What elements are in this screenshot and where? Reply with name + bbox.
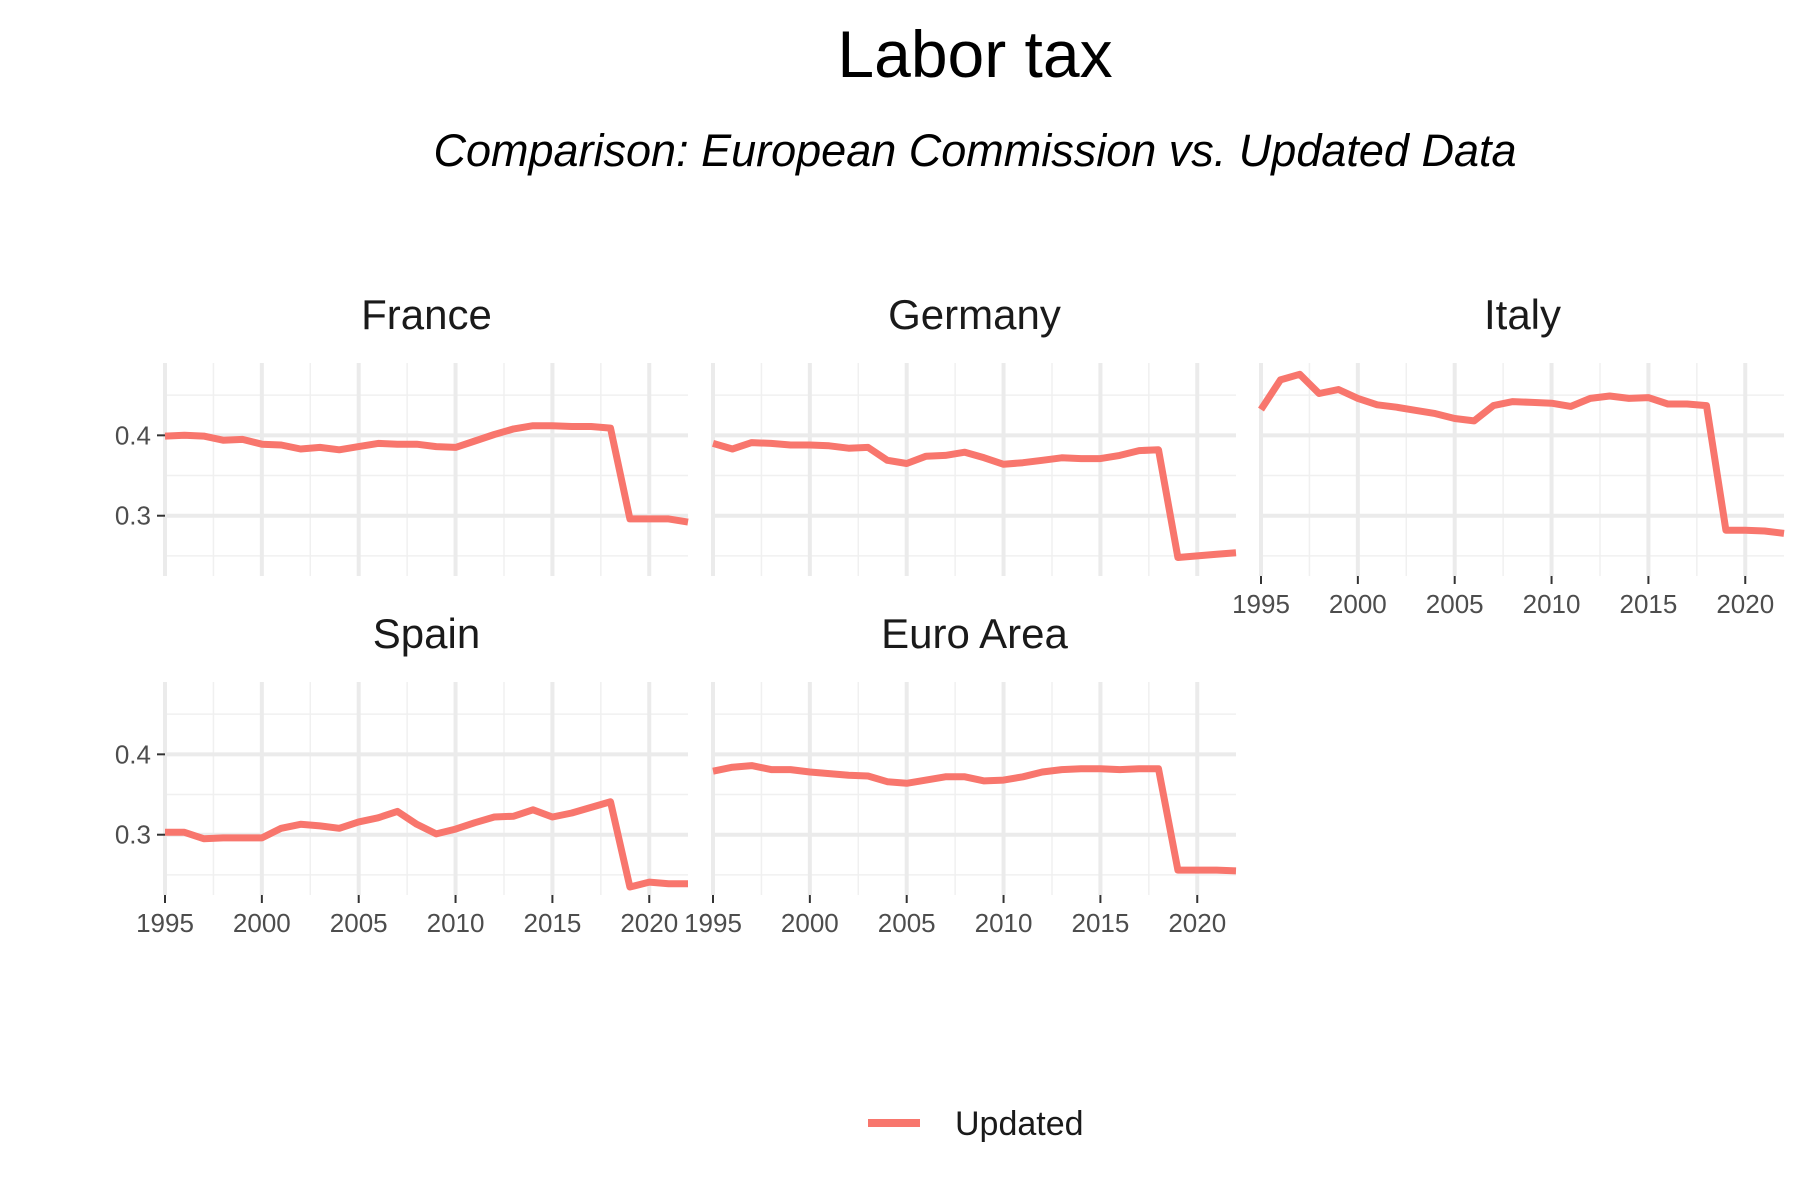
- x-tick-label: 2020: [1168, 908, 1226, 938]
- panel-title-spain: Spain: [373, 610, 480, 657]
- x-tick-label: 2010: [427, 908, 485, 938]
- panel-france: France 0.3 0.4: [115, 291, 689, 576]
- x-tick-label: 2010: [975, 908, 1033, 938]
- x-tick-label: 2020: [620, 908, 678, 938]
- x-tick-label: 2005: [878, 908, 936, 938]
- x-tick-label: 1995: [684, 908, 742, 938]
- panel-italy: Italy 1995 2000 2005 2010 2015 2020: [1232, 291, 1785, 619]
- series-line-euro-area: [712, 762, 1237, 875]
- series-line-france: [164, 422, 689, 526]
- panel-euro-area: Euro Area 1995 2000 2005 2010 2015 2020: [684, 610, 1237, 938]
- y-tick-label: 0.4: [115, 420, 151, 450]
- x-tick-label: 2015: [1619, 589, 1677, 619]
- y-tick-label: 0.3: [115, 501, 151, 531]
- series-line-germany: [712, 439, 1237, 561]
- facet-panels: France 0.3 0.4 Germany Italy 1995 2000 2005 2010…: [115, 291, 1785, 938]
- x-tick-label: 2005: [330, 908, 388, 938]
- panel-spain: Spain 0.3 0.4 1995 2000 2005 2010 2015 2020: [115, 610, 688, 938]
- x-tick-label: 1995: [136, 908, 194, 938]
- legend-label-updated: Updated: [955, 1105, 1084, 1143]
- x-tick-label: 2015: [523, 908, 581, 938]
- legend: Updated: [868, 1105, 1084, 1143]
- x-tick-label: 2010: [1523, 589, 1581, 619]
- series-line-spain: [165, 798, 688, 891]
- chart-subtitle: Comparison: European Commission vs. Upda…: [433, 125, 1516, 176]
- panel-germany: Germany: [711, 291, 1237, 576]
- x-tick-label: 2020: [1716, 589, 1774, 619]
- x-tick-label: 2000: [1329, 589, 1387, 619]
- x-tick-label: 2000: [781, 908, 839, 938]
- y-tick-label: 0.3: [115, 820, 151, 850]
- panel-title-euro-area: Euro Area: [881, 610, 1068, 657]
- panel-title-italy: Italy: [1484, 291, 1561, 338]
- chart-title: Labor tax: [837, 17, 1112, 91]
- x-tick-label: 2005: [1426, 589, 1484, 619]
- x-tick-label: 2000: [233, 908, 291, 938]
- series-line-italy: [1258, 370, 1785, 537]
- panel-title-germany: Germany: [888, 291, 1061, 338]
- x-tick-label: 2015: [1071, 908, 1129, 938]
- panel-title-france: France: [361, 291, 492, 338]
- x-tick-label: 1995: [1232, 589, 1290, 619]
- y-tick-label: 0.4: [115, 739, 151, 769]
